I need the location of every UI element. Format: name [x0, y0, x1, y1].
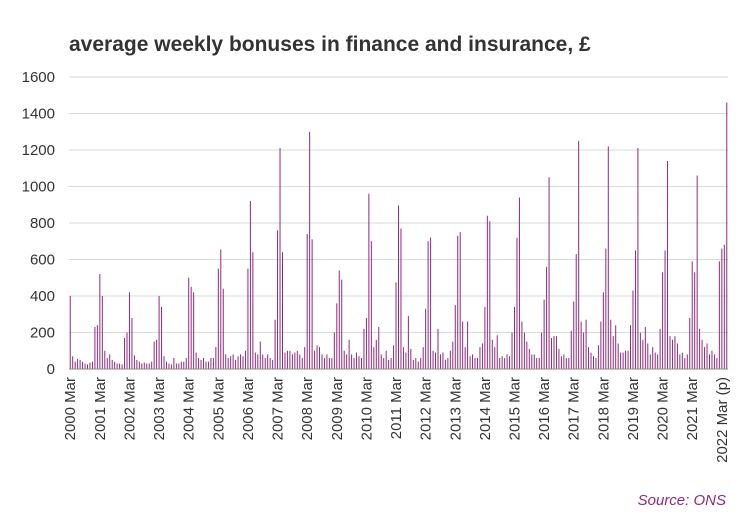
x-tick-label: 2010 Mar	[358, 377, 375, 440]
x-tick-label: 2016 Mar	[536, 377, 553, 440]
x-tick-label: 2021 Mar	[684, 377, 701, 440]
x-tick-label: 2015 Mar	[507, 377, 524, 440]
bar-series	[69, 102, 728, 369]
y-axis-tick-labels: 0 200 400 600 800 1000 1200 1400 1600	[22, 69, 55, 378]
chart-title: average weekly bonuses in finance and in…	[69, 33, 591, 56]
x-tick-label: 2002 Mar	[121, 377, 138, 440]
x-tick-label: 2004 Mar	[181, 377, 198, 440]
x-tick-label: 2019 Mar	[625, 377, 642, 440]
y-tick-label: 800	[30, 215, 55, 232]
y-tick-label: 1400	[22, 106, 55, 123]
x-tick-label: 2007 Mar	[270, 377, 287, 440]
x-tick-label: 2018 Mar	[595, 377, 612, 440]
x-tick-label: 2001 Mar	[92, 377, 109, 440]
x-tick-label: 2006 Mar	[240, 377, 257, 440]
x-tick-label: 2008 Mar	[299, 377, 316, 440]
y-tick-label: 1600	[22, 69, 55, 86]
y-tick-label: 600	[30, 252, 55, 269]
x-tick-label: 2014 Mar	[477, 377, 494, 440]
x-axis-tick-labels: 2000 Mar 2001 Mar 2002 Mar 2003 Mar 2004 Mar…	[62, 377, 731, 463]
x-tick-label: 2022 Mar (p)	[714, 377, 731, 463]
y-tick-label: 400	[30, 288, 55, 305]
x-tick-label: 2020 Mar	[655, 377, 672, 440]
source-note: Source: ONS	[637, 492, 726, 509]
x-tick-label: 2013 Mar	[447, 377, 464, 440]
x-tick-label: 2009 Mar	[329, 377, 346, 440]
y-tick-label: 1000	[22, 179, 55, 196]
y-tick-label: 1200	[22, 142, 55, 159]
x-tick-label: 2000 Mar	[62, 377, 79, 440]
y-tick-label: 200	[30, 325, 55, 342]
x-tick-label: 2003 Mar	[151, 377, 168, 440]
x-tick-label: 2011 Mar	[388, 377, 405, 439]
y-tick-label: 0	[47, 361, 55, 378]
x-tick-label: 2005 Mar	[210, 377, 227, 440]
x-tick-label: 2012 Mar	[418, 377, 435, 440]
x-tick-label: 2017 Mar	[566, 377, 583, 440]
